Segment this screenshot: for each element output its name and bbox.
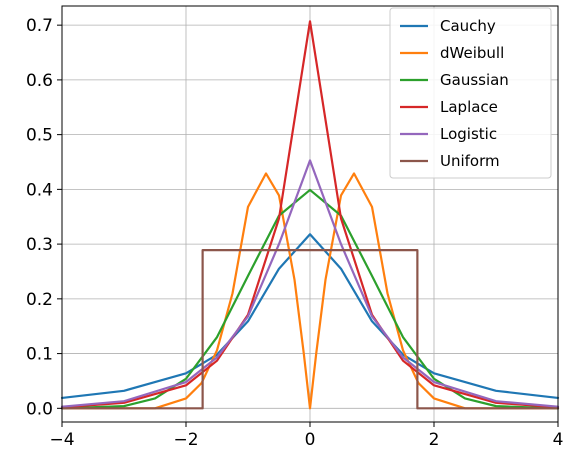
series-line-cauchy (60, 233, 560, 400)
series-line-uniform (60, 249, 560, 410)
legend-label-laplace: Laplace (440, 98, 498, 116)
series-line-laplace (60, 20, 560, 409)
legend-label-dweibull: dWeibull (440, 44, 504, 62)
series-layer (60, 20, 560, 410)
y-tick-label-3: 0.3 (26, 235, 53, 255)
y-tick-label-4: 0.4 (26, 180, 53, 200)
x-tick-label-2: 0 (305, 430, 316, 449)
legend-label-uniform: Uniform (440, 152, 500, 170)
x-tick-label-3: 2 (429, 430, 440, 449)
legend: Cauchy dWeibull Gaussian Laplace Logistic Uni… (389, 7, 552, 179)
y-tick-label-5: 0.5 (26, 126, 53, 146)
series-line-logistic (60, 159, 560, 408)
y-tick-label-6: 0.6 (26, 71, 53, 91)
legend-label-gaussian: Gaussian (440, 71, 509, 89)
series-line-dweibull (60, 172, 560, 410)
y-tick-label-1: 0.1 (26, 345, 53, 365)
x-tick-label-1: −2 (173, 430, 198, 449)
x-tick-label-0: −4 (49, 430, 74, 449)
ticks: −4 −2 0 2 4 0.0 0.1 0.2 0.3 0.4 0.5 0.6 0.7 (26, 16, 563, 449)
y-tick-label-7: 0.7 (26, 16, 53, 36)
y-tick-label-2: 0.2 (26, 290, 53, 310)
legend-box (389, 7, 552, 179)
x-tick-label-4: 4 (553, 430, 564, 449)
legend-label-cauchy: Cauchy (440, 17, 496, 35)
legend-label-logistic: Logistic (440, 125, 497, 143)
y-tick-label-0: 0.0 (26, 399, 53, 419)
